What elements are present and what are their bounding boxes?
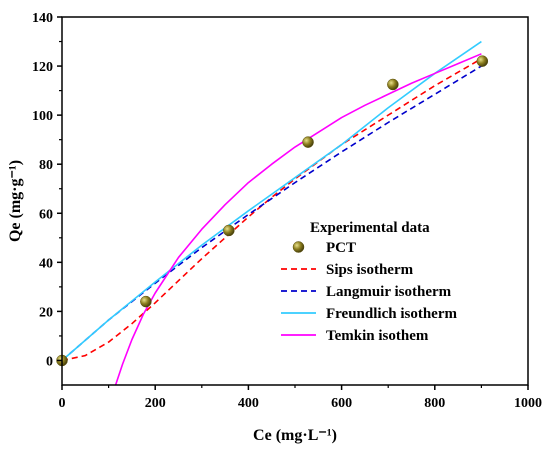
x-tick-label: 1000 <box>514 396 542 411</box>
y-tick-label: 0 <box>46 354 53 369</box>
series-curves <box>62 40 482 385</box>
x-tick-label: 0 <box>59 396 66 411</box>
legend-label: Temkin isothem <box>326 328 429 344</box>
data-point <box>223 224 235 237</box>
axis-ticks: 0 200 400 600 800 1000 0 20 40 60 80 100 120 140 <box>32 11 542 411</box>
series-line-freundlich-isotherm <box>62 40 482 362</box>
legend-marker-pct <box>292 241 305 253</box>
y-tick-label: 140 <box>32 11 53 26</box>
data-point <box>476 55 489 67</box>
data-point <box>302 136 314 148</box>
legend-label: Sips isotherm <box>326 262 414 278</box>
x-axis-title: Ce (mg·L⁻¹) <box>253 427 337 444</box>
legend-label: Freundlich isotherm <box>326 306 457 322</box>
data-point <box>140 295 152 308</box>
y-tick-label: 80 <box>39 158 53 173</box>
data-points <box>56 55 489 367</box>
y-tick-label: 20 <box>39 305 53 320</box>
legend: Experimental data PCT Sips isotherm Langmu… <box>281 220 457 344</box>
y-tick-label: 120 <box>32 60 53 75</box>
y-tick-label: 40 <box>39 256 53 271</box>
x-tick-label: 400 <box>238 396 259 411</box>
legend-title: Experimental data <box>310 220 430 236</box>
legend-label: Langmuir isotherm <box>326 284 452 300</box>
y-axis-title: Qe (mg·g⁻¹) <box>7 160 24 242</box>
x-tick-label: 800 <box>424 396 445 411</box>
data-point <box>387 78 399 91</box>
series-line-sips-isotherm <box>62 58 482 362</box>
legend-label-pct: PCT <box>326 240 356 256</box>
series-line-temkin-isothem <box>114 53 482 385</box>
x-tick-label: 200 <box>145 396 166 411</box>
y-tick-label: 100 <box>32 109 53 124</box>
y-tick-label: 60 <box>39 207 53 222</box>
x-tick-label: 600 <box>331 396 352 411</box>
